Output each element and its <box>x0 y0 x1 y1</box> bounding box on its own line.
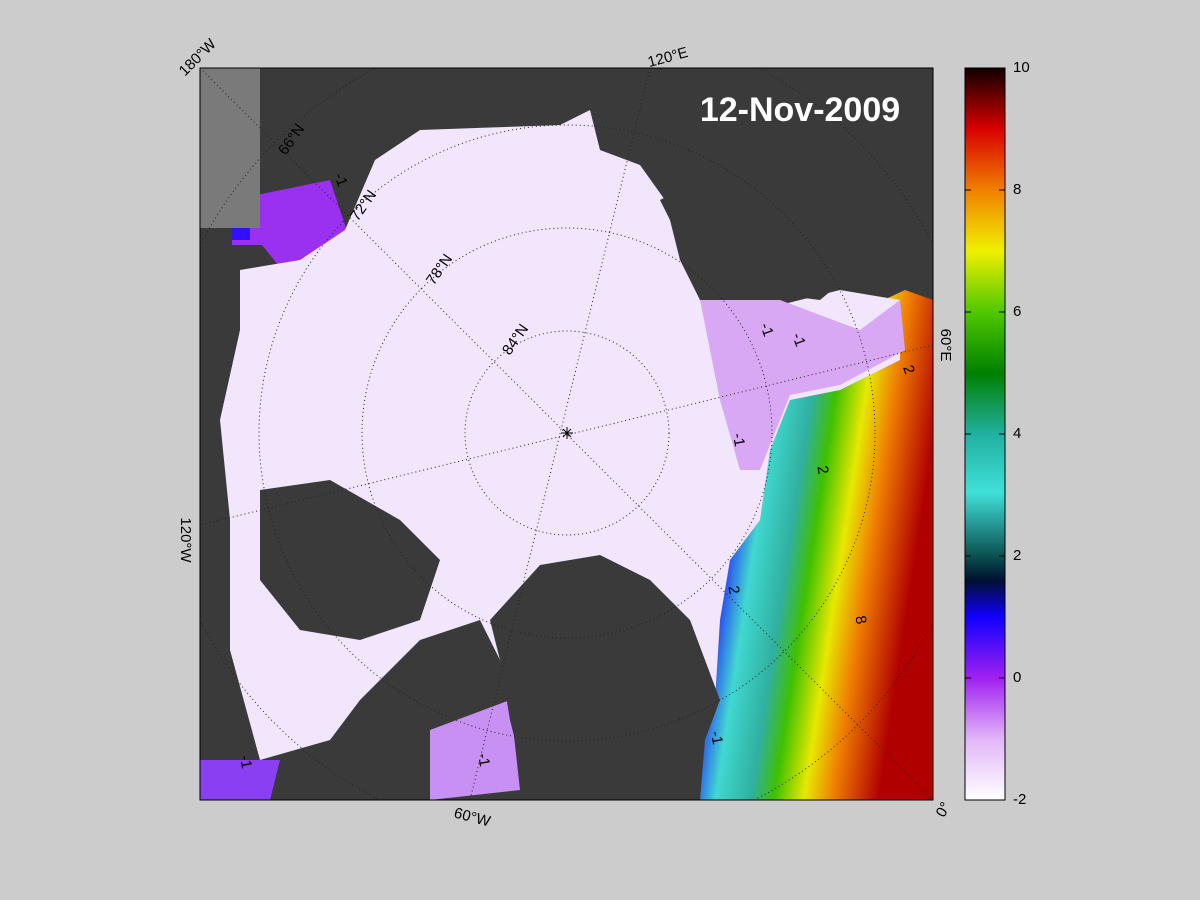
colorbar-tick-label: -2 <box>1013 791 1026 808</box>
meridian <box>469 68 651 800</box>
colorbar-tick-label: 0 <box>1013 669 1021 686</box>
pole-marker <box>562 428 572 438</box>
labrador-sst <box>200 760 280 800</box>
greenland <box>490 555 720 800</box>
longitude-label: 60°E <box>937 329 954 362</box>
baffin-sst <box>430 700 520 800</box>
map-frame <box>199 67 934 801</box>
contour-label: -1 <box>756 321 777 339</box>
colorbar-tick-label: 2 <box>1013 547 1021 564</box>
longitude-label: 120°E <box>646 44 690 71</box>
lat-circle <box>258 124 876 742</box>
siberia-coast <box>200 68 260 228</box>
colorbar-tick-label: 10 <box>1013 59 1030 76</box>
contour-label: 2 <box>813 464 831 475</box>
contour-label: 8 <box>851 614 869 625</box>
scandinavia <box>660 170 880 300</box>
map <box>200 68 933 800</box>
contour-label: -1 <box>236 754 255 770</box>
canadian-archipelago <box>260 480 440 640</box>
colorbar-tick-label: 8 <box>1013 181 1021 198</box>
map-title: 12-Nov-2009 <box>700 91 900 129</box>
atlantic-sst <box>700 290 933 800</box>
contour-label: 2 <box>724 584 742 595</box>
colorbar-tick-label: 4 <box>1013 425 1021 442</box>
colorbar <box>964 67 1006 801</box>
meridian <box>200 344 933 526</box>
contour-label: -1 <box>474 752 493 768</box>
longitude-label: 0° <box>933 799 955 820</box>
contour-label: -1 <box>729 432 748 448</box>
contour-label: -1 <box>788 331 809 349</box>
contour-label: -1 <box>707 730 726 746</box>
barents-sst <box>700 300 905 470</box>
longitude-label: 120°W <box>177 517 194 563</box>
longitude-label: 60°W <box>452 805 493 831</box>
lat-circle <box>361 227 773 639</box>
colorbar-tick-label: 6 <box>1013 303 1021 320</box>
meridian <box>200 68 933 800</box>
lat-circle <box>464 330 670 536</box>
contour-label: -1 <box>330 171 351 189</box>
